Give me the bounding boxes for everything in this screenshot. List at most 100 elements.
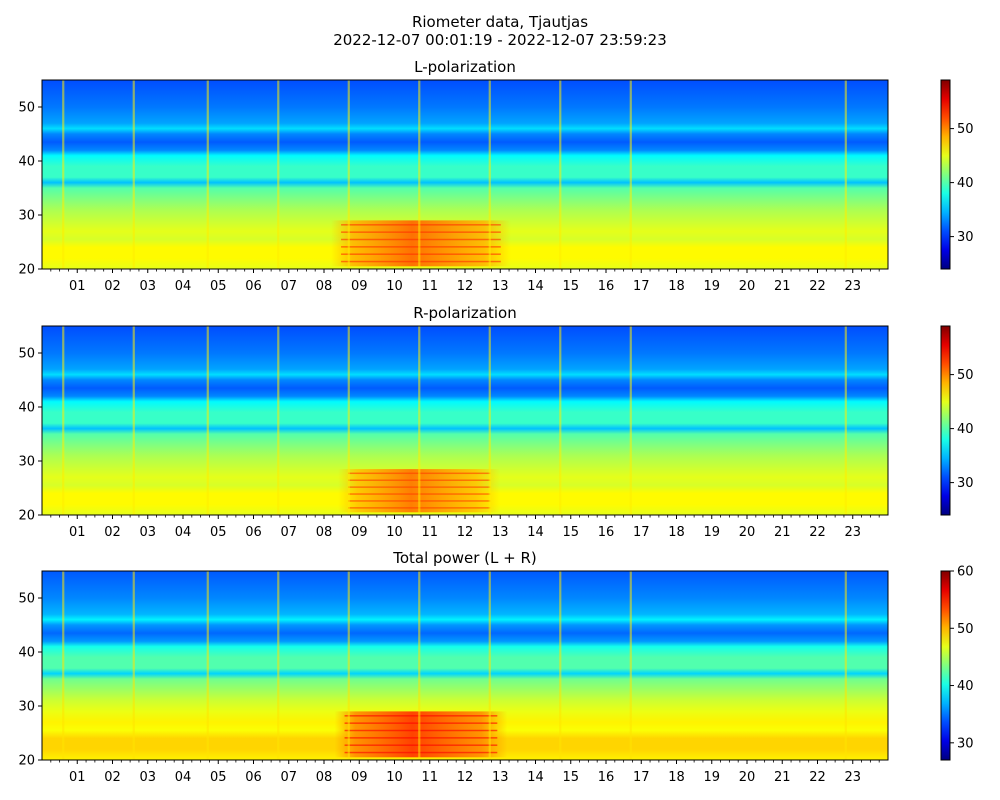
- spike-line: [844, 326, 847, 515]
- spike-line: [844, 571, 847, 760]
- x-tick-label: 22: [809, 279, 826, 294]
- x-tick-label: 10: [386, 525, 403, 540]
- x-tick-label: 23: [844, 770, 861, 785]
- spike-line: [418, 326, 421, 515]
- colorbar: 30 40 50: [940, 79, 974, 270]
- colorbar-gradient: [940, 79, 951, 270]
- y-tick-label: 40: [18, 401, 35, 416]
- spike-line: [206, 80, 209, 269]
- spike-line: [62, 80, 65, 269]
- x-tick-label: 12: [457, 525, 474, 540]
- colorbar-tick-label: 30: [957, 476, 974, 491]
- panel-2: R-polarization 20 30 40 50 01 02 03 04 05 06 07 08 09…: [18, 304, 973, 540]
- x-tick-label: 08: [316, 770, 333, 785]
- y-tick-label: 50: [18, 592, 35, 607]
- x-tick-label: 21: [774, 279, 791, 294]
- x-tick-label: 17: [633, 770, 650, 785]
- enhancement-streak: [344, 744, 498, 746]
- x-tick-label: 07: [280, 279, 297, 294]
- spike-line: [132, 326, 135, 515]
- y-tick-label: 40: [18, 155, 35, 170]
- colorbar-tick-label: 30: [957, 230, 974, 245]
- spike-line: [277, 80, 280, 269]
- x-tick-label: 18: [668, 279, 685, 294]
- heatmap: [42, 571, 888, 760]
- x-tick-label: 13: [492, 770, 509, 785]
- enhancement-streak: [341, 224, 501, 226]
- spike-line: [62, 571, 65, 760]
- y-tick-label: 30: [18, 700, 35, 715]
- enhancement-region: [331, 220, 511, 267]
- panel-title: L-polarization: [414, 58, 516, 76]
- x-tick-label: 19: [703, 770, 720, 785]
- enhancement-streak: [344, 715, 498, 717]
- spike-line: [418, 571, 421, 760]
- y-tick-label: 20: [18, 263, 35, 278]
- y-tick-label: 20: [18, 509, 35, 524]
- colorbar-tick-label: 50: [957, 368, 974, 383]
- x-tick-label: 21: [774, 525, 791, 540]
- x-tick-label: 01: [69, 279, 86, 294]
- spike-line: [206, 326, 209, 515]
- enhancement-streak: [341, 253, 501, 255]
- x-tick-label: 22: [809, 525, 826, 540]
- x-tick-label: 14: [527, 279, 544, 294]
- panel-3: Total power (L + R) 20 30 40 50 01 02 03 04 05 06 0…: [18, 549, 973, 785]
- x-tick-label: 07: [280, 770, 297, 785]
- spike-line: [629, 80, 632, 269]
- colorbar-tick-label: 40: [957, 176, 974, 191]
- enhancement-streak: [341, 231, 501, 233]
- x-tick-label: 18: [668, 770, 685, 785]
- y-tick-label: 50: [18, 347, 35, 362]
- spike-line: [132, 571, 135, 760]
- spike-line: [277, 326, 280, 515]
- x-tick-label: 22: [809, 770, 826, 785]
- enhancement-streak: [341, 246, 501, 248]
- x-tick-label: 19: [703, 525, 720, 540]
- x-tick-label: 11: [421, 525, 438, 540]
- x-tick-label: 15: [562, 770, 579, 785]
- colorbar-tick-label: 50: [957, 122, 974, 137]
- x-tick-label: 04: [175, 279, 192, 294]
- spike-line: [629, 326, 632, 515]
- x-tick-label: 08: [316, 525, 333, 540]
- spike-line: [132, 80, 135, 269]
- colorbar-tick-label: 50: [957, 622, 974, 637]
- x-tick-label: 06: [245, 525, 262, 540]
- heatmap: [42, 326, 888, 515]
- enhancement-streak: [344, 751, 498, 754]
- y-tick-label: 50: [18, 101, 35, 116]
- x-tick-label: 06: [245, 770, 262, 785]
- colorbar-tick-label: 40: [957, 679, 974, 694]
- colorbar-tick-label: 40: [957, 422, 974, 437]
- x-tick-label: 03: [139, 525, 156, 540]
- x-tick-label: 06: [245, 279, 262, 294]
- enhancement-region: [334, 711, 508, 758]
- spike-line: [347, 80, 350, 269]
- panel-title: Total power (L + R): [392, 549, 537, 567]
- x-tick-label: 15: [562, 279, 579, 294]
- spike-line: [559, 326, 562, 515]
- x-tick-label: 03: [139, 770, 156, 785]
- colorbar-gradient: [940, 325, 951, 516]
- x-tick-label: 13: [492, 279, 509, 294]
- panels: L-polarization 20 30 40 50 01 02 03 04 05 06 07 08 09…: [18, 58, 973, 785]
- x-tick-label: 12: [457, 770, 474, 785]
- colorbar: 30 40 50 60: [940, 565, 974, 761]
- x-tick-label: 05: [210, 279, 227, 294]
- x-tick-label: 11: [421, 279, 438, 294]
- panel-1: L-polarization 20 30 40 50 01 02 03 04 05 06 07 08 09…: [18, 58, 973, 294]
- spike-line: [488, 571, 491, 760]
- spike-line: [844, 80, 847, 269]
- colorbar-tick-label: 30: [957, 736, 974, 751]
- x-tick-label: 02: [104, 279, 121, 294]
- x-tick-label: 19: [703, 279, 720, 294]
- x-tick-label: 05: [210, 525, 227, 540]
- x-tick-label: 17: [633, 525, 650, 540]
- enhancement-streak: [341, 260, 501, 263]
- figure-suptitle-line2: 2022-12-07 00:01:19 - 2022-12-07 23:59:2…: [333, 31, 667, 49]
- colorbar-gradient: [940, 570, 951, 761]
- x-tick-label: 04: [175, 525, 192, 540]
- x-tick-label: 05: [210, 770, 227, 785]
- x-tick-label: 16: [598, 770, 615, 785]
